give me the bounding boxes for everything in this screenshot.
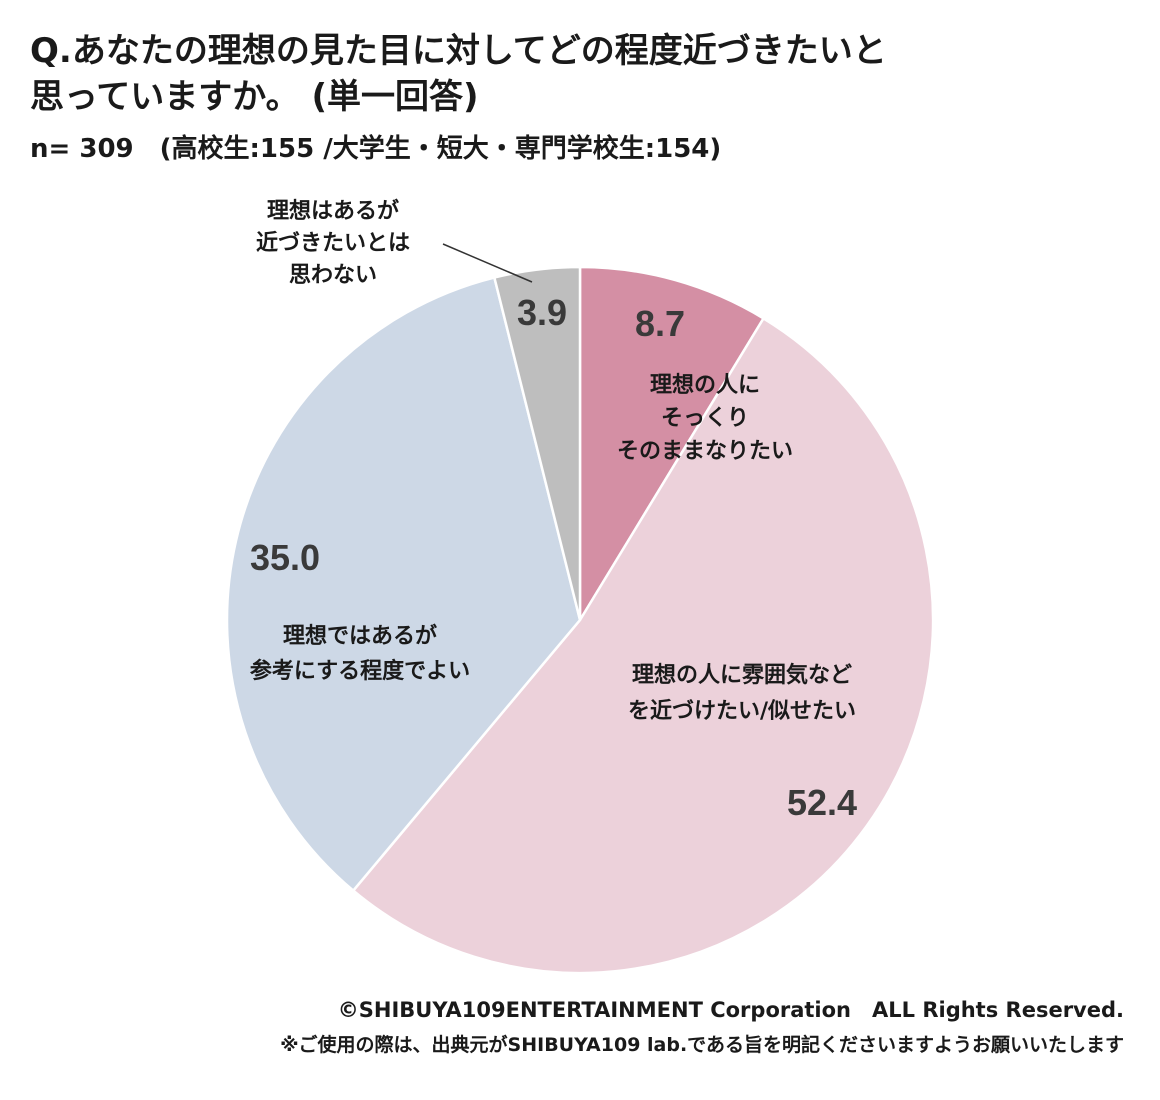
slice-label-line: 思わない (289, 263, 377, 288)
copyright-notice: ©SHIBUYA109ENTERTAINMENT Corporation ALL… (337, 998, 1124, 1022)
pie-slice-resemble (351, 316, 935, 975)
slice-label-reference: 理想ではあるが参考にする程度でよい (250, 623, 470, 684)
pie-chart: 理想の人にそっくりそのままなりたい理想の人に雰囲気などを近づけたい/似せたい理想… (225, 198, 935, 975)
slice-label-no-approach: 理想はあるが近づきたいとは思わない (256, 198, 410, 288)
slice-label-line: 理想はあるが (267, 198, 399, 224)
slice-label-line: 理想の人に (650, 373, 760, 398)
slice-label-line: そっくり (661, 406, 749, 431)
value-label-reference: 35.0 (250, 537, 320, 578)
slice-label-line: 理想ではあるが (283, 623, 437, 649)
slice-label-line: そのままなりたい (617, 439, 793, 464)
value-label-identical: 8.7 (635, 303, 685, 344)
pie-slice-identical (578, 265, 766, 625)
sample-size: n= 309 (高校生:155 /大学生・短大・専門学校生:154) (30, 134, 722, 164)
value-label-no-approach: 3.9 (517, 292, 567, 333)
title-line-2: 思っていますか。 (単一回答) (30, 77, 479, 117)
pie-slice-reference (225, 276, 582, 893)
chart-title: Q.あなたの理想の見た目に対してどの程度近づきたいと 思っていますか。 (単一回… (30, 28, 1130, 120)
title-line-1: Q.あなたの理想の見た目に対してどの程度近づきたいと (30, 31, 887, 71)
usage-note: ※ご使用の際は、出典元がSHIBUYA109 lab.である旨を明記くださいます… (280, 1034, 1124, 1056)
slice-label-line: 近づきたいとは (256, 230, 410, 256)
value-label-resemble: 52.4 (787, 782, 857, 823)
slice-label-line: を近づけたい/似せたい (628, 698, 856, 724)
slice-label-line: 参考にする程度でよい (250, 658, 470, 684)
pie-slice-no-approach (492, 265, 582, 621)
slice-label-line: 理想の人に雰囲気など (632, 662, 852, 688)
slice-label-identical: 理想の人にそっくりそのままなりたい (617, 373, 793, 464)
leader-line (442, 243, 533, 283)
slice-label-resemble: 理想の人に雰囲気などを近づけたい/似せたい (628, 662, 856, 724)
